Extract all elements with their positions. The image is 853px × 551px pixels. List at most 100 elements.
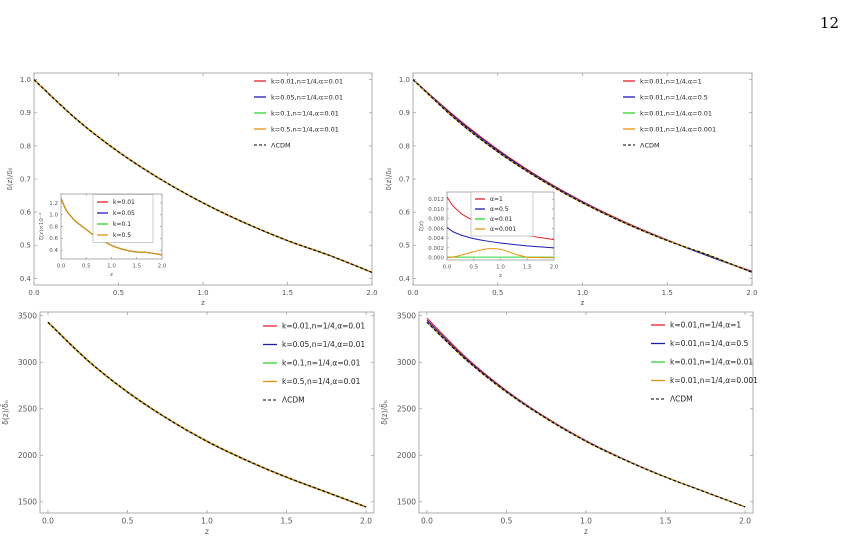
chart-1-xtick-label: 0.0 [28, 289, 39, 297]
chart-2-inset-ytick-label: 0.000 [428, 255, 444, 261]
chart-2-ytick-label: 0.4 [399, 275, 411, 283]
chart-1-inset-legend-label: k=0.05 [113, 210, 135, 217]
chart-4-xtick-label: 1.5 [660, 517, 672, 526]
chart-4-xtick-label: 0.5 [501, 517, 513, 526]
chart-2-inset-legend-label: α=0.5 [490, 206, 509, 213]
chart-1-inset-xtick-label: 1.0 [107, 264, 116, 270]
chart-1-inset-xtick-label: 0.0 [57, 264, 66, 270]
chart-3-plot: 0.0 0.5 1.0 1.5 2.0 1500 2000 2500 3000 3500 z δ(z)… [1, 311, 375, 536]
chart-3-series-4 [47, 321, 367, 508]
chart-2-inset-xtick-label: 1.0 [496, 265, 505, 271]
chart-2-legend-label: k=0.01,n=1/4,α=1 [640, 77, 702, 85]
chart-1-series-group [34, 79, 372, 274]
chart-3-xtick-label: 1.0 [201, 517, 213, 526]
chart-2-plot: 0.0 0.5 1.0 1.5 2.0 0.4 0.5 0.6 0.7 0.8 0.9 1.0 z δ(z… [385, 72, 758, 307]
chart-1-inset-legend-label: k=0.5 [113, 232, 131, 239]
chart-1-inset-xtick-label: 2.0 [158, 264, 167, 270]
chart-1-inset-xlabel: z [110, 272, 113, 278]
chart-3-legend-label: k=0.5,n=1/4,α=0.01 [282, 377, 361, 386]
chart-1-ytick-label: 0.4 [20, 275, 32, 283]
chart-2-ytick-label: 0.9 [399, 109, 410, 117]
chart-4-legend-label: k=0.01,n=1/4,α=0.001 [670, 376, 758, 385]
chart-2-ytick-label: 0.6 [399, 209, 411, 217]
chart-2-xtick-label: 2.0 [746, 289, 757, 297]
chart-4-xtick-label: 0.0 [421, 517, 433, 526]
chart-2-ytick-label: 0.5 [399, 242, 410, 250]
chart-3-series-2 [47, 321, 367, 508]
chart-4-plot: 0.0 0.5 1.0 1.5 2.0 1500 2000 2500 3000 3500 z δ(z)… [380, 311, 754, 536]
chart-3-legend-label: ΛCDM [282, 396, 305, 405]
chart-2-xtick-label: 0.5 [492, 289, 503, 297]
chart-2-inset-ytick-label: 0.004 [428, 236, 444, 242]
chart-2-inset-ytick-label: 0.008 [428, 217, 444, 223]
chart-1-inset-legend-label: k=0.01 [113, 199, 135, 206]
chart-1-ytick-label: 1.0 [20, 76, 31, 84]
chart-4-legend-label: ΛCDM [670, 395, 693, 404]
chart-1-legend-label: k=0.05,n=1/4,α=0.01 [271, 93, 343, 101]
chart-2-legend: k=0.01,n=1/4,α=1 k=0.01,n=1/4,α=0.5 k=0.01… [623, 77, 716, 149]
chart-2-xtick-label: 1.5 [662, 289, 673, 297]
chart-3-series-group [47, 321, 367, 508]
chart-3-ytick-label: 2000 [18, 451, 37, 460]
chart-4-legend-label: k=0.01,n=1/4,α=1 [670, 321, 741, 330]
chart-1-ytick-label: 0.5 [20, 242, 31, 250]
chart-1-inset-ytick-label: 0.6 [49, 236, 58, 242]
chart-4-series-5 [426, 321, 746, 508]
chart-2-xtick-label: 1.0 [577, 289, 588, 297]
chart-4-ytick-label: 3500 [397, 311, 416, 320]
chart-2-legend-label: ΛCDM [640, 141, 660, 149]
chart-3-xlabel: z [205, 527, 209, 536]
chart-4-ytick-label: 3000 [397, 358, 416, 367]
chart-3-series-1 [47, 321, 367, 508]
chart-4-xtick-label: 2.0 [739, 517, 751, 526]
chart-2-inset-legend: α=1 α=0.5 α=0.01 α=0.001 [470, 191, 534, 237]
chart-2-xlabel: z [581, 299, 585, 307]
chart-1-inset-legend: k=0.01 k=0.05 k=0.1 k=0.5 [92, 194, 154, 243]
chart-1-inset-legend-label: k=0.1 [113, 221, 131, 228]
chart-2-inset-xtick-label: 2.0 [550, 265, 559, 271]
chart-2-inset-ytick-label: 0.002 [428, 246, 444, 252]
chart-2-inset-ytick-label: 0.012 [428, 197, 444, 203]
chart-3-ytick-label: 2500 [18, 404, 37, 413]
chart-2-inset-legend-label: α=0.01 [490, 216, 513, 223]
chart-2-inset-ytick-label: 0.010 [428, 207, 444, 213]
chart-3-series-5 [47, 321, 367, 508]
chart-2-ytick-label: 0.8 [399, 142, 410, 150]
chart-2-ylabel: δ(z)/δ₀ [385, 167, 393, 190]
chart-1-xtick-label: 1.0 [197, 289, 208, 297]
chart-2-legend-label: k=0.01,n=1/4,α=0.001 [640, 125, 716, 133]
chart-1-plot: 0.0 0.5 1.0 1.5 2.0 0.4 0.5 0.6 0.7 0.8 0.9 1.0 z δ(z… [6, 72, 378, 307]
chart-1-legend: k=0.01,n=1/4,α=0.01 k=0.05,n=1/4,α=0.01 k=… [254, 77, 343, 149]
chart-2-inset-ytick-label: 0.006 [428, 226, 444, 232]
chart-4-series-3 [426, 321, 746, 508]
chart-4-legend-label: k=0.01,n=1/4,α=0.01 [670, 358, 753, 367]
chart-2-inset-xtick-label: 0.5 [469, 265, 478, 271]
chart-1-inset-ytick-label: 1.0 [49, 213, 58, 219]
chart-1-legend-label: k=0.5,n=1/4,α=0.01 [271, 125, 339, 133]
chart-2-ytick-label: 1.0 [399, 76, 410, 84]
chart-1-xtick-label: 0.5 [113, 289, 124, 297]
chart-4-xlabel: z [584, 527, 588, 536]
chart-3-legend-label: k=0.1,n=1/4,α=0.01 [282, 359, 361, 368]
chart-4-legend: k=0.01,n=1/4,α=1 k=0.01,n=1/4,α=0.5 k=0.01… [651, 321, 758, 404]
chart-1-ylabel: δ(z)/δ₀ [6, 167, 14, 190]
chart-4-series-2 [426, 319, 746, 508]
chart-3-legend-label: k=0.01,n=1/4,α=0.01 [282, 322, 365, 331]
chart-3-xtick-label: 1.5 [281, 517, 293, 526]
chart-3-series-3 [47, 321, 367, 508]
chart-1-inset-ytick-label: 0.8 [49, 224, 58, 230]
chart-2-inset-ylabel: ζ(z) [419, 221, 425, 231]
chart-3-ytick-label: 1500 [18, 497, 37, 506]
chart-2-inset-xlabel: z [499, 273, 502, 279]
chart-4-series-4 [426, 321, 746, 508]
chart-3-xtick-label: 2.0 [360, 517, 372, 526]
chart-2-inset-legend-label: α=1 [490, 196, 503, 203]
chart-1-ytick-label: 0.7 [20, 175, 31, 183]
chart-4-xtick-label: 1.0 [580, 517, 592, 526]
chart-1-legend-label: k=0.01,n=1/4,α=0.01 [271, 77, 343, 85]
chart-2-legend-label: k=0.01,n=1/4,α=0.5 [640, 93, 708, 101]
chart-1-ytick-label: 0.8 [20, 142, 31, 150]
chart-2-inset-legend-label: α=0.001 [490, 226, 516, 233]
chart-4-ytick-label: 2000 [397, 451, 416, 460]
chart-1-xtick-label: 1.5 [282, 289, 293, 297]
